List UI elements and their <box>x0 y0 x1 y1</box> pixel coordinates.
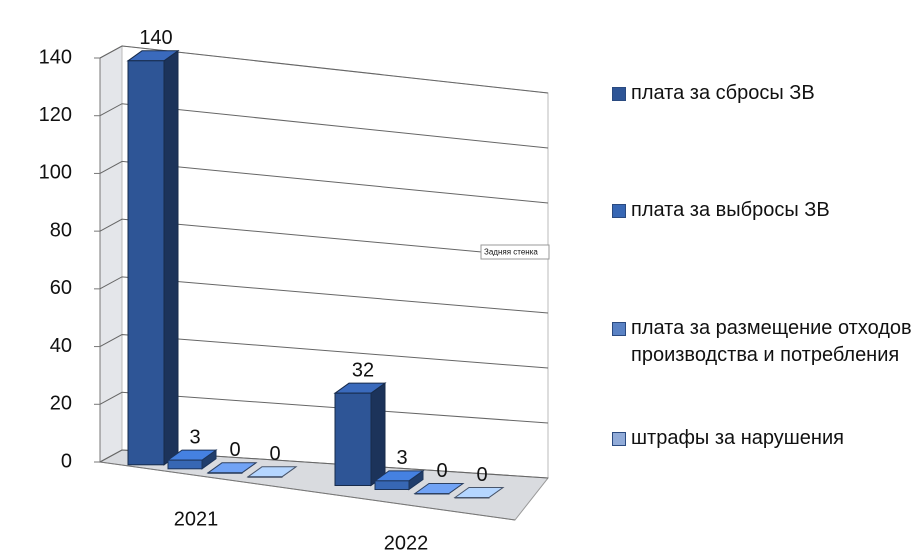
x-tick-label: 2022 <box>384 532 429 552</box>
side-wall <box>99 45 123 463</box>
value-label: 0 <box>269 443 280 465</box>
value-label: 0 <box>476 464 487 486</box>
bar <box>454 497 490 499</box>
grid-line <box>99 160 549 204</box>
legend-swatch <box>612 87 626 101</box>
grid-line <box>99 449 549 479</box>
value-label: 32 <box>352 359 374 381</box>
y-tick-label: 60 <box>50 277 72 299</box>
value-label: 140 <box>139 27 172 49</box>
legend-label: плата за выбросы ЗВ <box>631 199 830 221</box>
tooltip: Задняя стенка <box>484 248 538 257</box>
y-tick-label: 0 <box>61 450 72 472</box>
bar <box>127 60 165 466</box>
grid-line <box>99 391 549 424</box>
legend-item: плата за сбросы ЗВ <box>612 80 815 107</box>
legend-item: плата за выбросы ЗВ <box>612 197 830 224</box>
bar <box>334 392 372 486</box>
grid-line <box>99 45 549 94</box>
legend-label: плата за сбросы ЗВ <box>631 82 815 104</box>
grid-line <box>99 103 549 149</box>
legend-label: штрафы за нарушения <box>631 427 844 449</box>
value-label: 0 <box>436 460 447 482</box>
y-tick-label: 120 <box>39 104 72 126</box>
bar-side <box>370 382 386 487</box>
bar <box>374 480 410 491</box>
legend-swatch <box>612 204 626 218</box>
y-tick-label: 20 <box>50 393 72 415</box>
value-label: 3 <box>189 426 200 448</box>
y-tick-label: 100 <box>39 162 72 184</box>
value-label: 0 <box>229 439 240 461</box>
bar <box>207 472 243 474</box>
grid-line <box>99 218 549 259</box>
legend-item: плата за размещение отходов производства… <box>612 315 917 369</box>
grid-line <box>99 334 549 369</box>
x-tick-label: 2021 <box>174 508 219 530</box>
tooltip-box <box>480 244 550 260</box>
legend-item: штрафы за нарушения <box>612 425 844 452</box>
x-axis <box>99 461 516 521</box>
grid-line <box>99 276 549 314</box>
value-label: 3 <box>396 447 407 469</box>
legend-swatch <box>612 432 626 446</box>
bar <box>414 493 450 495</box>
legend-swatch <box>612 322 626 336</box>
legend-label: плата за размещение отходов производства… <box>631 317 912 366</box>
y-tick-label: 80 <box>50 219 72 241</box>
bar <box>167 459 203 470</box>
y-tick-label: 140 <box>39 46 72 68</box>
bar <box>247 476 283 478</box>
bar-side <box>163 49 179 466</box>
y-tick-label: 40 <box>50 335 72 357</box>
